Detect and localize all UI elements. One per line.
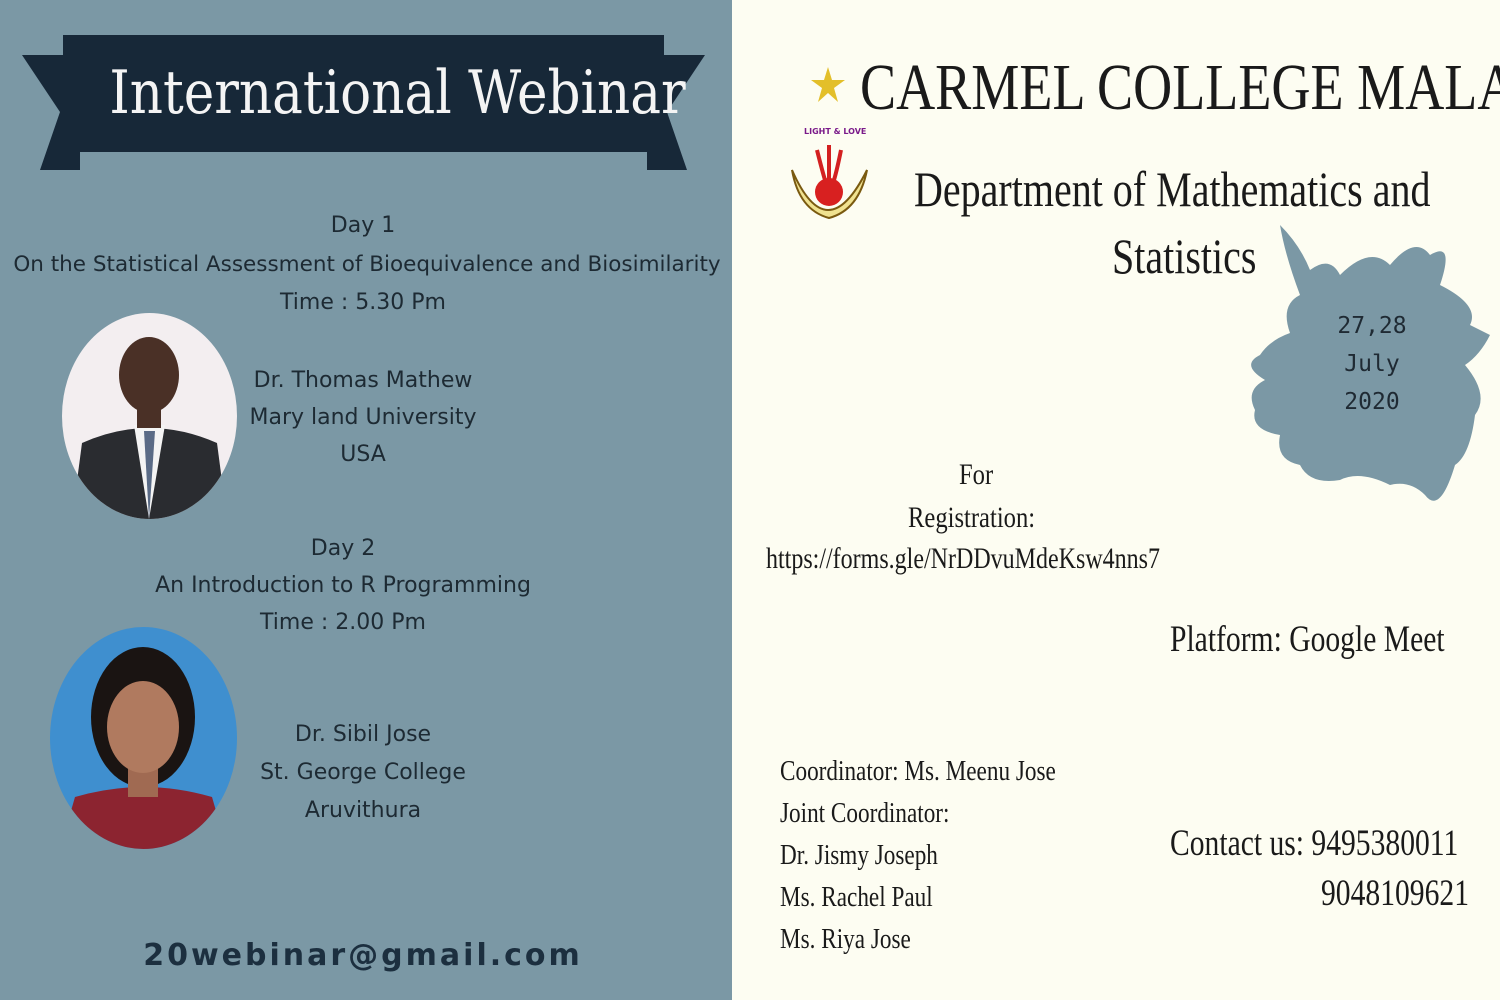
- contact-email[interactable]: 20webinar@gmail.com: [143, 938, 583, 973]
- college-logo: [791, 145, 868, 220]
- contact-phone1: Contact us: 9495380011: [1170, 823, 1459, 864]
- left-panel: International Webinar Day 1 On the Stati…: [0, 0, 732, 1000]
- title-banner: International Webinar: [65, 37, 686, 150]
- department-line1: Department of Mathematics and: [914, 161, 1431, 217]
- speaker2-name: Dr. Sibil Jose: [294, 722, 432, 747]
- speaker1-figure: [72, 337, 227, 519]
- logo-motto: LIGHT & LOVE: [804, 127, 867, 136]
- day1-time: Time : 5.30 Pm: [280, 290, 446, 315]
- joint-coordinator: Ms. Rachel Paul: [780, 881, 933, 913]
- date-days: 27,28: [1337, 313, 1407, 339]
- paint-splash-shape: [1251, 225, 1490, 501]
- star-icon: [811, 67, 845, 102]
- contact-phone2: 9048109621: [1321, 873, 1469, 914]
- speaker2-affiliation: St. George College: [260, 760, 466, 785]
- coordinators-list: Coordinator: Ms. Meenu Jose Joint Coordi…: [780, 750, 1056, 960]
- day2-topic: An Introduction to R Programming: [155, 573, 531, 598]
- speaker2-figure: [60, 647, 227, 849]
- speaker2-photo: [50, 627, 237, 849]
- right-panel: LIGHT & LOVE CARMEL COLLEGE MALA Departm…: [732, 0, 1500, 1000]
- platform: Platform: Google Meet: [1170, 619, 1445, 660]
- speaker1-name: Dr. Thomas Mathew: [253, 368, 473, 393]
- day2-label: Day 2: [310, 536, 376, 561]
- speaker2-place: Aruvithura: [304, 798, 422, 823]
- speaker1-affiliation: Mary land University: [249, 405, 477, 430]
- day2-time: Time : 2.00 Pm: [260, 610, 426, 635]
- date-month: July: [1344, 351, 1400, 377]
- joint-coordinator: Dr. Jismy Joseph: [780, 839, 938, 871]
- event-date: 27,28 July 2020: [1312, 307, 1432, 421]
- joint-coordinator: Ms. Riya Jose: [780, 923, 911, 955]
- registration-line1: For: [959, 458, 994, 491]
- registration-line2: Registration:: [908, 501, 1036, 534]
- joint-coordinator-label: Joint Coordinator:: [780, 797, 950, 829]
- coordinator: Coordinator: Ms. Meenu Jose: [780, 755, 1056, 787]
- speaker1-photo: [62, 313, 237, 519]
- speaker1-country: USA: [340, 442, 386, 467]
- college-name: CARMEL COLLEGE MALA: [860, 51, 1500, 124]
- webinar-title: International Webinar: [109, 58, 686, 128]
- date-year: 2020: [1344, 389, 1400, 415]
- registration-link[interactable]: https://forms.gle/NrDDvuMdeKsw4nns7: [766, 542, 1160, 575]
- day1-label: Day 1: [330, 213, 396, 238]
- department-line2: Statistics: [1112, 228, 1257, 284]
- day1-topic: On the Statistical Assessment of Bioequi…: [13, 252, 721, 277]
